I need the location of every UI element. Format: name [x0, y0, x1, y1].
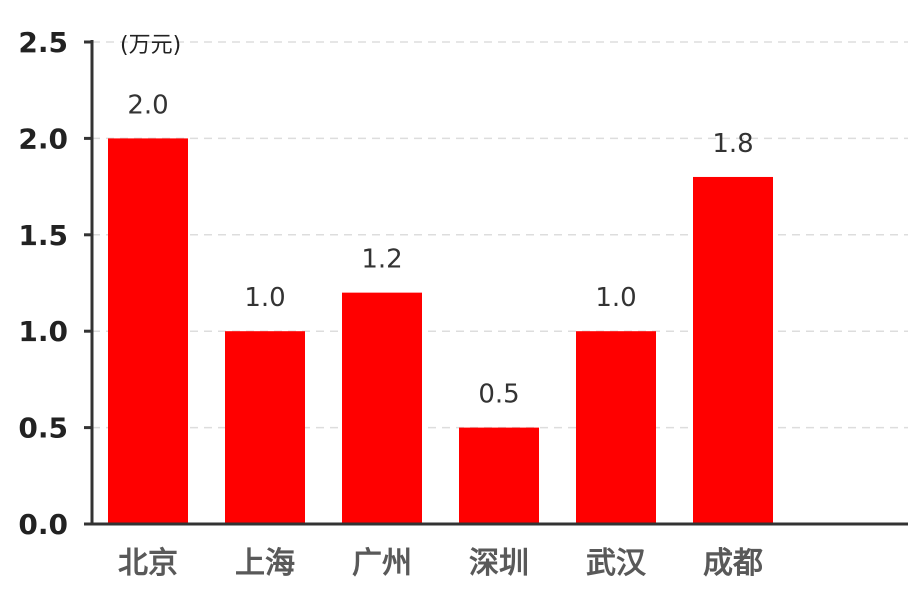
bars: [108, 138, 773, 524]
x-tick-label: 广州: [352, 546, 412, 581]
x-tick-label: 上海: [235, 546, 295, 581]
data-labels: 2.0 1.0 1.2 0.5 1.0 1.8: [127, 90, 753, 409]
x-tick-label: 北京: [118, 546, 178, 581]
data-label: 2.0: [127, 90, 168, 120]
bar: [459, 427, 539, 524]
data-label: 0.5: [478, 380, 519, 410]
data-label: 1.0: [244, 283, 285, 313]
y-ticks: 0.0 0.5 1.0 1.5 2.0 2.5: [18, 26, 92, 541]
y-tick-label: 0.5: [18, 412, 68, 445]
y-tick-label: 2.0: [18, 122, 68, 155]
gridlines: [92, 41, 908, 429]
axes: [90, 40, 908, 526]
y-unit-label: (万元): [120, 33, 181, 58]
x-ticks: 北京 上海 广州 深圳 武汉 成都: [118, 546, 763, 581]
bar: [108, 138, 188, 524]
bar: [576, 331, 656, 524]
x-tick-label: 深圳: [469, 546, 529, 581]
bar: [693, 176, 773, 524]
bar: [225, 331, 305, 524]
data-label: 1.2: [361, 245, 402, 275]
y-tick-label: 2.5: [18, 26, 68, 59]
y-tick-label: 1.0: [18, 315, 68, 348]
y-tick-label: 0.0: [18, 508, 68, 541]
data-label: 1.8: [712, 129, 753, 159]
bar: [342, 292, 422, 524]
x-tick-label: 武汉: [586, 546, 647, 581]
data-label: 1.0: [595, 283, 636, 313]
x-tick-label: 成都: [703, 546, 763, 581]
y-tick-label: 1.5: [18, 219, 68, 252]
